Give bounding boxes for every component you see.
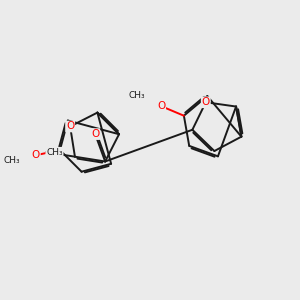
Text: O: O [157, 101, 165, 111]
Text: O: O [66, 122, 74, 131]
Text: O: O [91, 129, 99, 139]
Text: CH₃: CH₃ [129, 92, 145, 100]
Text: O: O [202, 97, 210, 107]
Text: O: O [32, 150, 40, 160]
Text: CH₃: CH₃ [46, 148, 63, 157]
Text: CH₃: CH₃ [3, 156, 20, 165]
